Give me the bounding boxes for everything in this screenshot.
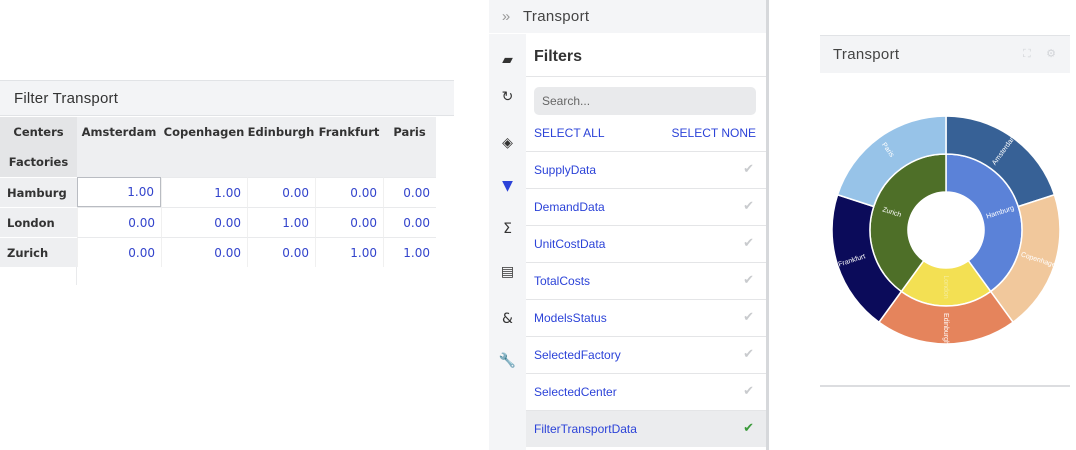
check-icon[interactable]: ✔ — [743, 310, 754, 325]
filter-icon[interactable]: ▼ — [502, 178, 513, 194]
grid-line — [76, 267, 77, 285]
filter-item[interactable]: SupplyData ✔ — [526, 151, 766, 188]
sunburst-outer-segment[interactable] — [836, 115, 947, 208]
filter-item[interactable]: UnitCostData ✔ — [526, 225, 766, 262]
divider — [820, 385, 1070, 387]
table-cell[interactable]: 1.00 — [77, 177, 161, 207]
check-icon[interactable]: ✔ — [743, 384, 754, 399]
filter-item-label: SelectedCenter — [534, 385, 617, 399]
inner-segment-label: London — [942, 275, 949, 298]
select-none-link[interactable]: SELECT NONE — [671, 126, 756, 140]
document-icon[interactable]: ▤ — [500, 264, 515, 280]
transport-title: Transport — [523, 8, 590, 25]
row-label: Zurich — [0, 237, 77, 267]
filter-item-label: UnitCostData — [534, 237, 606, 251]
table-row: Zurich 0.00 0.00 0.00 1.00 1.00 — [0, 237, 436, 267]
header-filler — [383, 147, 436, 177]
chart-panel-header: Transport — [820, 35, 1070, 73]
sunburst-chart: HamburgLondonZurichAmsterdamCopenhagenEd… — [831, 115, 1061, 345]
table-cell[interactable]: 0.00 — [315, 177, 383, 207]
ampersand-icon[interactable]: & — [502, 311, 513, 327]
filter-transport-title: Filter Transport — [0, 80, 454, 116]
search-input[interactable] — [534, 87, 756, 115]
header-filler — [315, 147, 383, 177]
corner-factories: Factories — [0, 147, 77, 177]
filter-item-label: ModelsStatus — [534, 311, 607, 325]
select-all-link[interactable]: SELECT ALL — [534, 126, 605, 140]
check-icon[interactable]: ✔ — [743, 236, 754, 251]
filter-item-label: SupplyData — [534, 163, 597, 177]
table-cell[interactable]: 1.00 — [383, 237, 436, 267]
filters-panel: Filters SELECT ALL SELECT NONE SupplyDat… — [526, 34, 766, 450]
filter-list: SupplyData ✔ DemandData ✔ UnitCostData ✔ Total… — [526, 151, 766, 447]
header-filler — [161, 147, 247, 177]
corner-centers: Centers — [0, 117, 77, 147]
outer-segment-label: Edinburgh — [942, 313, 949, 345]
table-cell[interactable]: 1.00 — [161, 177, 247, 207]
table-row: London 0.00 0.00 1.00 0.00 0.00 — [0, 207, 436, 237]
filter-item-label: DemandData — [534, 200, 605, 214]
column-header[interactable]: Copenhagen — [161, 117, 247, 147]
panel-tools-icon[interactable]: ⛶ ⚙ — [1022, 47, 1062, 60]
filters-title: Filters — [534, 48, 583, 65]
filter-item-label: FilterTransportData — [534, 422, 637, 436]
filter-item[interactable]: FilterTransportData ✔ — [526, 410, 766, 447]
table-cell[interactable]: 0.00 — [383, 207, 436, 237]
expand-chevron-icon[interactable]: » — [501, 8, 511, 25]
layers-icon[interactable]: ◈ — [502, 135, 513, 151]
check-icon[interactable]: ✔ — [743, 273, 754, 288]
inbox-icon[interactable]: ▰ — [502, 52, 513, 68]
header-filler — [247, 147, 315, 177]
column-header[interactable]: Frankfurt — [315, 117, 383, 147]
chart-panel-title: Transport — [833, 46, 900, 63]
table-cell[interactable]: 1.00 — [247, 207, 315, 237]
transport-title-bar: » Transport — [489, 0, 766, 33]
table-cell[interactable]: 0.00 — [161, 207, 247, 237]
column-header[interactable]: Edinburgh — [247, 117, 315, 147]
column-header[interactable]: Paris — [383, 117, 436, 147]
check-icon[interactable]: ✔ — [743, 347, 754, 362]
filter-item[interactable]: SelectedCenter ✔ — [526, 373, 766, 410]
sigma-icon[interactable]: Σ — [503, 221, 512, 237]
check-icon[interactable]: ✔ — [743, 199, 754, 214]
wrench-icon[interactable]: 🔧 — [498, 353, 517, 369]
table-cell[interactable]: 0.00 — [247, 177, 315, 207]
table-cell[interactable]: 1.00 — [315, 237, 383, 267]
transport-chart-panel: Transport ⛶ ⚙ Hamburg London Zurich Amsterd… — [820, 35, 1070, 387]
filter-item[interactable]: DemandData ✔ — [526, 188, 766, 225]
check-icon[interactable]: ✔ — [743, 162, 754, 177]
table-cell[interactable]: 0.00 — [383, 177, 436, 207]
filter-transport-panel: Filter Transport — [0, 80, 454, 116]
filter-item[interactable]: ModelsStatus ✔ — [526, 299, 766, 336]
filter-transport-table: Centers Amsterdam Copenhagen Edinburgh F… — [0, 117, 436, 267]
table-header-row: Centers Amsterdam Copenhagen Edinburgh F… — [0, 117, 436, 147]
filter-item-label: SelectedFactory — [534, 348, 621, 362]
check-icon[interactable]: ✔ — [743, 421, 754, 436]
refresh-icon[interactable]: ↻ — [501, 89, 514, 105]
table-cell[interactable]: 0.00 — [77, 237, 161, 267]
header-filler — [77, 147, 161, 177]
table-cell[interactable]: 0.00 — [315, 207, 383, 237]
table-cell[interactable]: 0.00 — [77, 207, 161, 237]
filter-item[interactable]: SelectedFactory ✔ — [526, 336, 766, 373]
column-header[interactable]: Amsterdam — [77, 117, 161, 147]
table-subheader-row: Factories — [0, 147, 436, 177]
row-label: Hamburg — [0, 177, 77, 207]
table-cell[interactable]: 0.00 — [247, 237, 315, 267]
panel-divider[interactable] — [766, 0, 769, 450]
table-cell[interactable]: 0.00 — [161, 237, 247, 267]
filter-item-label: TotalCosts — [534, 274, 591, 288]
table-row: Hamburg 1.00 1.00 0.00 0.00 0.00 — [0, 177, 436, 207]
vertical-icon-bar: ▰ ↻ ◈ ▼ Σ ▤ & 🔧 — [489, 34, 526, 450]
divider — [526, 76, 766, 77]
row-label: London — [0, 207, 77, 237]
filter-item[interactable]: TotalCosts ✔ — [526, 262, 766, 299]
